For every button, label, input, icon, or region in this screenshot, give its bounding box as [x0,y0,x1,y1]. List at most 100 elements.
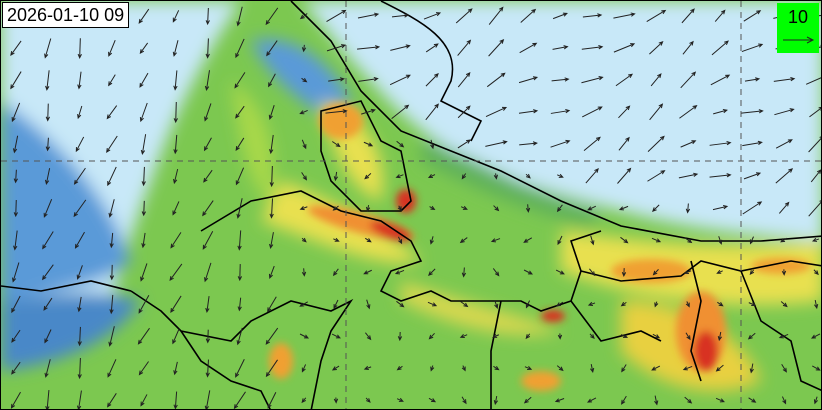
wind-arrow [203,137,212,152]
wind-arrow [780,237,788,243]
wind-arrow [138,8,150,24]
wind-arrow [363,141,374,147]
wind-arrow [712,205,729,211]
wind-arrow [138,361,149,376]
wind-arrow [328,77,345,82]
wind-arrow [173,70,178,91]
wind-arrow [390,44,411,51]
wind-arrow [233,391,246,409]
wind-arrow [108,199,115,218]
wind-arrow [108,40,116,57]
wind-arrow [299,13,308,20]
wind-arrow [582,13,603,18]
wind-arrow [621,395,627,405]
wind-arrow [557,333,563,340]
wind-arrow [140,263,148,282]
wind-arrow [140,134,147,155]
wind-arrow [457,71,471,88]
wind-arrow [525,300,531,309]
wind-arrow [523,269,533,275]
wind-arrow [333,299,339,310]
wind-arrow [813,269,819,276]
wind-arrow [425,73,439,87]
wind-arrow [11,329,21,343]
wind-arrow [301,364,307,373]
wind-arrow [457,105,471,119]
wind-arrow [45,390,50,409]
wind-arrow [518,76,539,84]
wind-arrow [333,237,340,242]
wind-arrow [11,102,21,123]
wind-arrow [169,263,183,282]
wind-arrow [654,395,659,406]
wind-arrow [654,301,659,308]
wind-arrow [618,205,629,211]
wind-arrow [493,205,500,212]
wind-arrow [749,363,754,374]
wind-arrow [650,73,662,87]
wind-arrow [493,365,500,371]
wind-arrow [77,71,82,90]
wind-arrow [299,333,310,339]
wind-arrow [710,74,731,86]
wind-arrow [589,268,596,277]
wind-arrow [461,267,467,278]
wind-arrow [137,327,150,345]
wind-arrow [682,40,694,55]
wind-arrow [205,8,210,26]
wind-arrow [556,204,563,213]
wind-arrow [781,396,787,405]
wind-arrow [365,397,371,403]
wind-arrow [267,296,277,313]
wind-arrow [523,237,533,243]
wind-arrow [525,333,531,340]
wind-arrow [395,174,404,179]
wind-arrow [236,6,243,27]
reference-vector-legend: 10 [777,3,819,53]
wind-arrow [583,136,601,152]
wind-arrow [425,43,439,53]
wind-arrow [394,269,405,275]
wind-arrow [774,108,795,116]
wind-arrow [138,295,150,314]
wind-arrow [715,364,724,372]
wind-arrow [234,72,246,89]
wind-arrow [520,8,537,23]
wind-arrow [718,236,723,245]
wind-arrow [396,397,404,402]
wind-arrow [141,232,146,249]
wind-arrow [773,76,796,82]
wind-arrow [812,365,821,371]
wind-arrow [269,198,274,219]
wind-arrow [75,136,85,153]
wind-arrow [685,301,690,308]
wind-arrow [109,294,114,315]
wind-arrow [587,205,597,211]
wind-arrow [204,262,212,283]
wind-arrow [685,332,691,341]
wind-arrow [13,230,18,251]
wind-arrow [109,264,115,281]
wind-arrow [237,230,242,251]
wind-arrow [685,203,691,214]
reference-vector-value: 10 [787,7,809,27]
wind-arrow [811,237,820,242]
wind-arrow [618,105,631,119]
wind-arrow [684,396,693,404]
wind-arrow [461,365,466,372]
wind-arrow [172,201,180,216]
wind-arrow [613,12,636,19]
wind-arrow [488,39,505,57]
wind-arrow [589,333,595,339]
wind-arrow [235,105,245,119]
wind-arrow [237,297,242,312]
wind-arrow [173,168,179,185]
wind-arrow [590,235,595,246]
wind-arrow [461,173,467,180]
wind-arrow [680,140,697,148]
wind-arrow [741,43,764,53]
wind-arrow [173,361,178,376]
wind-arrow [459,334,468,339]
wind-arrow [680,71,697,89]
